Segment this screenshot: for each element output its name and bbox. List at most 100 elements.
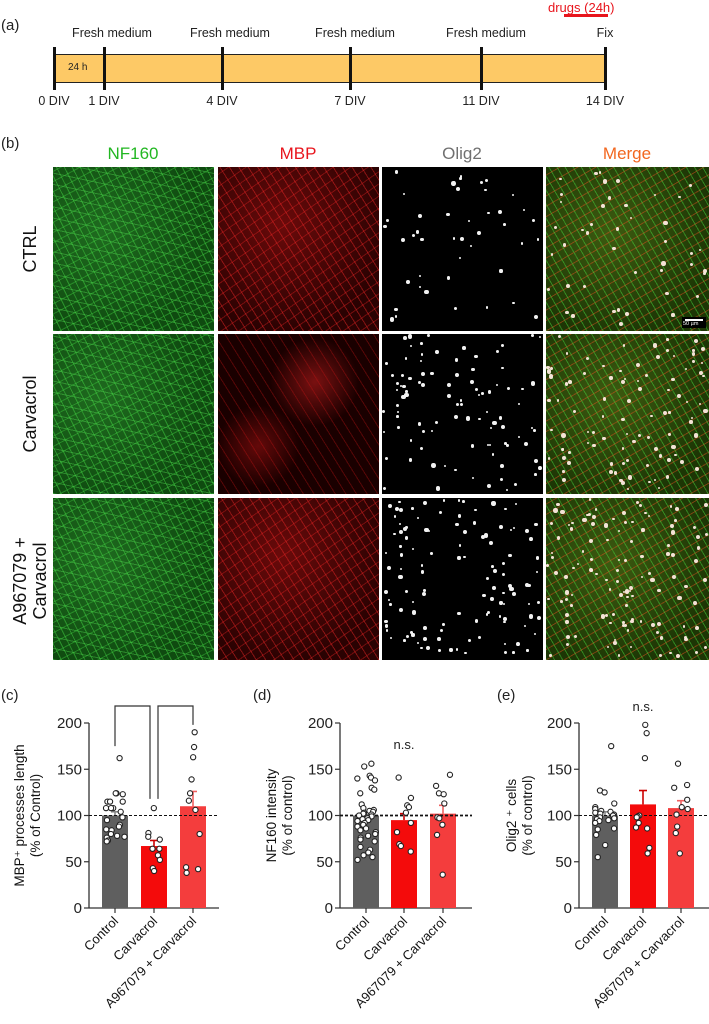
nucleus-dot [609,376,613,380]
nucleus-dot [390,374,395,378]
nucleus-dot [503,223,507,227]
data-point [119,814,126,821]
nucleus-dot [536,238,540,241]
data-point [684,796,691,803]
nucleus-dot [590,521,596,526]
y-tick-label: 200 [57,715,82,732]
nucleus-dot [658,454,663,459]
bar-2 [430,813,456,908]
nucleus-dot [567,461,571,466]
nucleus-dot [616,308,621,312]
nucleus-dot [623,623,627,627]
nucleus-dot [528,614,533,619]
timeline-event-label: Fresh medium [315,26,395,40]
nucleus-dot [399,530,403,535]
nucleus-dot [603,523,609,528]
nucleus-dot [534,315,539,320]
nucleus-dot [600,204,605,208]
nucleus-dot [404,392,409,398]
data-point [672,829,679,837]
data-point [102,804,110,812]
data-point [671,784,678,791]
nucleus-dot [609,621,612,625]
nucleus-dot [592,443,596,448]
nucleus-dot [562,477,567,482]
nucleus-dot [547,288,551,292]
nucleus-dot [594,171,598,176]
nucleus-dot [700,346,705,351]
nucleus-dot [521,387,525,391]
nucleus-dot [550,555,554,559]
nucleus-dot [696,534,701,539]
timeline-tick [604,47,607,90]
nucleus-dot [585,357,589,361]
significance-star: * [172,700,180,709]
nucleus-dot [682,625,685,628]
nucleus-dot [453,306,458,311]
nucleus-dot [553,508,558,513]
nucleus-dot [410,631,413,635]
nucleus-dot [382,409,386,414]
nucleus-dot [512,193,515,197]
y-tick-label: 50 [555,854,572,871]
nucleus-dot [653,193,657,197]
nucleus-dot [636,362,641,367]
nucleus-dot [640,554,645,559]
nucleus-dot [624,589,630,594]
nucleus-dot [598,171,601,174]
nucleus-dot [408,376,412,381]
nucleus-dot [565,310,569,315]
nucleus-dot [535,556,540,560]
nucleus-dot [522,209,525,212]
nucleus-dot [573,410,577,414]
nucleus-dot [533,473,537,476]
nucleus-dot [677,596,682,601]
nucleus-dot [498,416,502,420]
nucleus-dot [412,610,417,615]
nucleus-dot [534,633,537,636]
nucleus-dot [674,518,677,522]
row-label-a967079-carvacrol: A967079 + Carvacrol [10,516,52,646]
nucleus-dot [568,451,572,455]
nucleus-dot [622,590,625,594]
data-point [156,856,164,864]
data-point [593,831,600,839]
data-point [674,760,682,767]
data-point [594,853,601,861]
nucleus-dot [656,621,661,626]
nucleus-dot [622,344,626,347]
data-point [605,816,612,824]
nucleus-dot [549,653,553,657]
nucleus-dot [685,401,688,404]
nucleus-dot [462,499,465,503]
timeline-event-label: Fresh medium [190,26,270,40]
nucleus-dot [393,515,397,518]
nucleus-dot [504,507,507,510]
data-point [646,844,653,852]
nucleus-dot [560,509,565,514]
data-point [608,742,615,750]
nucleus-dot [442,623,445,627]
nucleus-dot [587,441,590,444]
nucleus-dot [402,384,406,388]
nucleus-dot [648,572,652,576]
data-point [674,823,681,830]
nucleus-dot [536,570,539,574]
nucleus-dot [477,393,480,397]
panel-label-d: (d) [253,687,272,704]
nucleus-dot [458,514,462,518]
data-point [365,849,372,856]
micrograph-carvacrol-olig2 [382,334,543,494]
nucleus-dot [698,402,702,406]
nucleus-dot [455,187,460,191]
y-tick-label: 100 [547,808,572,825]
nucleus-dot [618,369,622,373]
nucleus-dot [401,394,406,399]
nucleus-dot [400,238,406,243]
y-tick-label: 0 [325,900,333,917]
nucleus-dot [501,366,505,370]
timeline-tick-label: 0 DIV [38,94,70,108]
nucleus-dot [689,183,693,187]
nucleus-dot [589,557,593,561]
nucleus-dot [657,588,661,593]
